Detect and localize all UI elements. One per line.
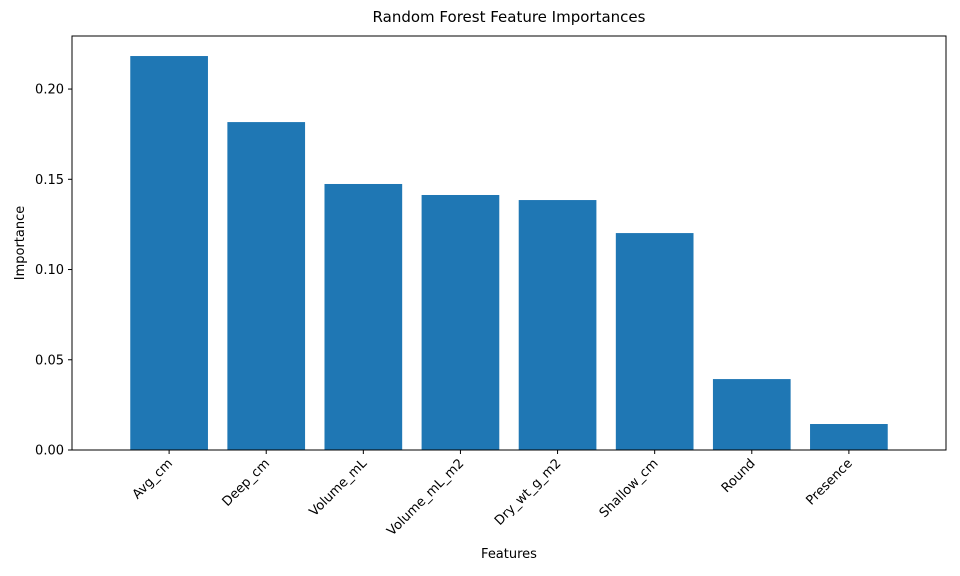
x-tick-label: Presence: [804, 456, 856, 508]
y-tick-label: 0.05: [35, 353, 64, 368]
bar: [227, 122, 306, 451]
y-tick-label: 0.00: [35, 444, 64, 459]
bar: [130, 56, 208, 450]
y-axis-label: Importance: [13, 206, 28, 281]
y-tick-label: 0.15: [35, 173, 64, 188]
x-tick-label: Round: [719, 456, 759, 496]
x-tick-label: Volume_mL_m2: [384, 456, 467, 539]
plot-frame: [71, 35, 947, 451]
bar: [421, 194, 500, 450]
x-tick-label: Volume_mL: [307, 456, 371, 520]
bar: [712, 379, 791, 450]
x-tick-label: Dry_wt_g_m2: [492, 456, 564, 528]
x-tick-label: Avg_cm: [130, 456, 176, 502]
x-axis-label: Features: [481, 547, 537, 562]
bar: [615, 233, 694, 450]
x-tick-label: Deep_cm: [220, 456, 273, 509]
x-tick-label: Shallow_cm: [597, 456, 662, 521]
y-tick-label: 0.20: [35, 83, 64, 98]
chart-title: Random Forest Feature Importances: [373, 8, 646, 26]
bar: [518, 200, 597, 450]
y-tick-label: 0.10: [35, 263, 64, 278]
bar: [810, 424, 888, 450]
bar: [324, 183, 403, 450]
